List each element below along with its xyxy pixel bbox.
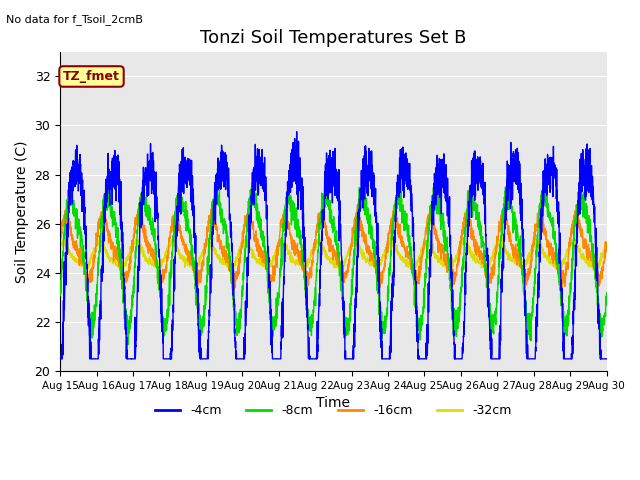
X-axis label: Time: Time [316,396,350,410]
Legend: -4cm, -8cm, -16cm, -32cm: -4cm, -8cm, -16cm, -32cm [150,399,517,422]
Text: TZ_fmet: TZ_fmet [63,70,120,83]
Y-axis label: Soil Temperature (C): Soil Temperature (C) [15,140,29,283]
Text: No data for f_Tsoil_2cmB: No data for f_Tsoil_2cmB [6,14,143,25]
Title: Tonzi Soil Temperatures Set B: Tonzi Soil Temperatures Set B [200,29,467,48]
